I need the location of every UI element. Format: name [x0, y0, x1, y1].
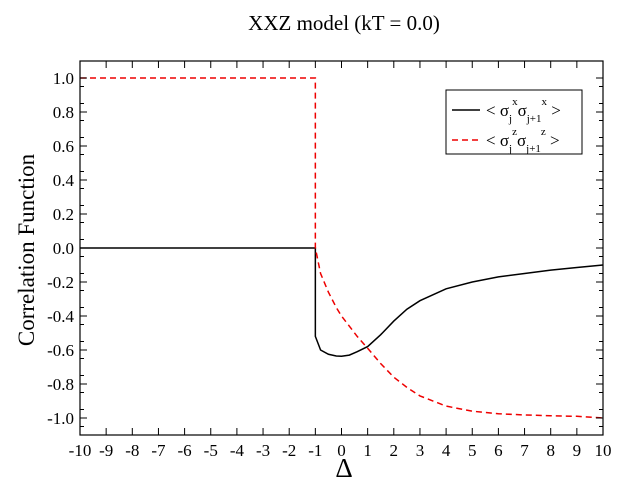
legend-label-1: < σjzσj+1z >	[486, 126, 560, 155]
legend: < σjxσj+1x >< σjzσj+1z >	[445, 89, 583, 155]
x-tick-label: -7	[151, 441, 166, 460]
x-tick-label: -10	[69, 441, 92, 460]
x-tick-label: 3	[416, 441, 425, 460]
y-tick-label: -0.6	[47, 341, 74, 360]
x-tick-label: 6	[494, 441, 503, 460]
legend-label-0: < σjxσj+1x >	[486, 96, 561, 125]
x-tick-label: 4	[442, 441, 451, 460]
series-line-0	[80, 247, 604, 358]
y-axis-label: Correlation Function	[14, 153, 39, 346]
x-tick-label: -5	[204, 441, 218, 460]
x-tick-label: -3	[256, 441, 270, 460]
ticks-layer: -10 -9 -8 -7 -6 -5 -4 -3 -2 -1 0 1 2 3 4 5 6 7 8 9 101.00.80…	[47, 61, 612, 460]
y-tick-label: -0.2	[47, 273, 74, 292]
x-tick-label: 0	[337, 441, 346, 460]
plot-frame	[79, 60, 604, 436]
x-tick-label: 7	[520, 441, 529, 460]
y-tick-label: 0.4	[53, 171, 75, 190]
x-tick-label: 1	[363, 441, 372, 460]
x-tick-label: 2	[390, 441, 399, 460]
y-tick-label: -0.4	[47, 307, 74, 326]
y-tick-label: 0.0	[53, 239, 74, 258]
series-line-1	[80, 77, 604, 419]
x-tick-label: 9	[573, 441, 582, 460]
y-tick-label: 0.8	[53, 103, 74, 122]
y-tick-label: -1.0	[47, 409, 74, 428]
chart-title: XXZ model (kT = 0.0)	[248, 11, 440, 35]
x-tick-label: -4	[230, 441, 245, 460]
x-tick-label: 5	[468, 441, 477, 460]
y-tick-label: 0.6	[53, 137, 74, 156]
legend-box	[445, 89, 583, 155]
x-tick-label: -9	[99, 441, 113, 460]
x-tick-label: -8	[125, 441, 139, 460]
series-layer	[80, 77, 604, 419]
x-tick-label: 10	[595, 441, 612, 460]
x-tick-label: -2	[282, 441, 296, 460]
x-tick-label: -6	[178, 441, 192, 460]
y-tick-label: 1.0	[53, 69, 74, 88]
x-tick-label: 8	[546, 441, 555, 460]
x-tick-label: -1	[308, 441, 322, 460]
y-tick-label: 0.2	[53, 205, 74, 224]
y-tick-label: -0.8	[47, 375, 74, 394]
x-axis-label: Δ	[335, 453, 352, 482]
